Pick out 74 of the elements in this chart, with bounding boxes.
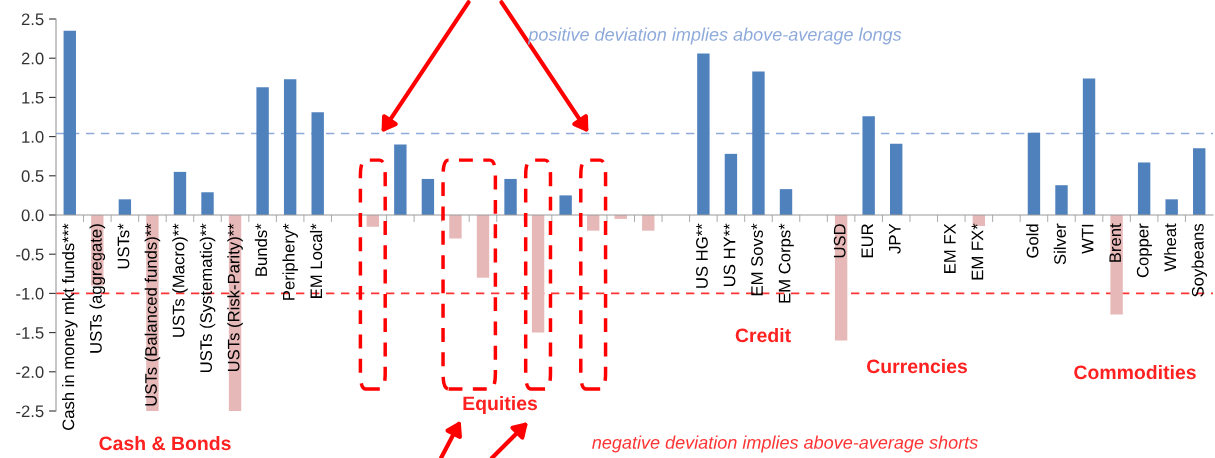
bar: [366, 215, 379, 227]
bar: [311, 112, 324, 215]
bar: [394, 144, 407, 215]
bar: [173, 171, 187, 215]
bar: [642, 215, 655, 231]
x-tick-label: Silver: [1053, 223, 1066, 265]
bar: [862, 116, 875, 215]
x-tick-label: USTs (Balanced funds)**: [144, 223, 161, 406]
x-tick-label: US HG**: [696, 223, 708, 288]
x-tick-label: US HY**: [723, 223, 736, 286]
x-tick-label: EM FX*: [971, 223, 984, 280]
bar: [118, 199, 132, 215]
x-tick-label: USTs (Risk-Parity)**: [227, 223, 243, 372]
x-tick-label: Cash in money mkt funds***: [62, 223, 78, 430]
x-tick-label: USTs (Macro)**: [172, 223, 188, 337]
bar: [586, 215, 600, 231]
x-tick-label: Soybeans: [1191, 223, 1207, 297]
x-tick-label: EM Local*: [309, 223, 323, 298]
y-tick-label: 0.0: [21, 209, 44, 222]
bar: [1027, 132, 1041, 215]
x-tick-label: Wheat: [1163, 223, 1177, 272]
y-tick-label: -2.5: [16, 405, 44, 418]
x-tick-label: JPY: [889, 223, 901, 254]
y-tick-label: -0.5: [16, 248, 44, 261]
bar: [283, 79, 297, 215]
annotation: Credit: [735, 327, 791, 343]
y-tick-label: 1.0: [22, 131, 44, 143]
bar: [1193, 148, 1206, 215]
x-tick-label: Gold: [1026, 224, 1039, 258]
ref-line-label: negative deviation implies above-average shorts: [592, 435, 978, 453]
x-tick-label: USTs*: [117, 223, 130, 269]
bar: [504, 178, 517, 215]
bar: [1082, 78, 1096, 215]
x-tick-label: WTI: [1081, 224, 1094, 254]
bar: [531, 215, 545, 333]
x-tick-label: EM Sovs*: [751, 223, 763, 296]
bar: [724, 153, 738, 215]
bar: [1137, 162, 1151, 215]
x-tick-label: EM FX: [944, 223, 956, 273]
x-tick-label: USTs (Systematic)**: [199, 223, 216, 373]
y-tick-label: -2.0: [16, 366, 44, 378]
bar: [890, 143, 903, 215]
bar: [421, 178, 435, 215]
bar: [779, 189, 793, 215]
x-tick-label: Copper: [1136, 223, 1152, 278]
x-tick-label: EM Corps*: [778, 223, 794, 303]
bar: [559, 195, 572, 215]
bar: [476, 215, 490, 278]
x-tick-label: EUR: [861, 224, 874, 258]
bar: [1055, 185, 1068, 215]
x-tick-label: Periphery*: [282, 223, 298, 300]
y-tick-label: 0.5: [21, 170, 44, 182]
y-tick-label: -1.5: [16, 327, 44, 339]
annotation: Commodities: [1074, 364, 1196, 380]
x-tick-label: Bunds*: [254, 223, 268, 276]
bar: [1165, 199, 1178, 215]
bar: [752, 71, 765, 215]
text: Cash & Bonds: [99, 435, 231, 451]
annotation: Equities: [463, 395, 538, 415]
bar: [63, 30, 76, 215]
x-tick-label: USD: [833, 224, 846, 258]
y-tick-label: 2.0: [21, 52, 44, 65]
annotation: Currencies: [867, 358, 967, 374]
x-tick-label: USTs (aggregate): [89, 224, 106, 353]
bar: [201, 192, 214, 215]
x-tick-label: Brent: [1109, 223, 1122, 262]
bar: [256, 87, 269, 215]
ref-line-label: positive deviation implies above-average longs: [527, 27, 902, 45]
y-tick-label: -1.0: [16, 287, 44, 300]
bar: [449, 215, 462, 239]
y-tick-label: 1.5: [22, 91, 44, 104]
bar: [1110, 215, 1123, 315]
bar: [697, 53, 710, 215]
y-tick-label: 2.5: [21, 13, 44, 26]
